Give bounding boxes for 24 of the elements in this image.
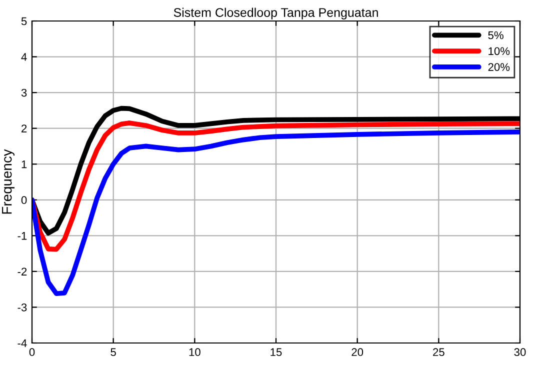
y-tick-label: -3 <box>18 303 27 312</box>
x-tick-label: 5 <box>110 348 116 356</box>
line-series <box>32 129 520 296</box>
x-tick-label: 10 <box>189 348 200 356</box>
y-axis-title: Frequency <box>2 149 14 214</box>
y-tick-label: -1 <box>18 232 27 240</box>
y-tick-label: 0 <box>21 196 27 204</box>
y-tick-label: 4 <box>21 53 27 61</box>
x-tick-label: 30 <box>514 348 526 356</box>
x-tick-label: 20 <box>352 348 364 356</box>
y-tick-label: 3 <box>21 88 27 97</box>
chart-title: Sistem Closedloop Tanpa Penguatan <box>174 8 378 20</box>
legend-label: 10% <box>488 47 510 56</box>
x-tick-label: 25 <box>433 348 444 356</box>
x-tick-label: 0 <box>29 348 35 356</box>
y-tick-label: 1 <box>22 160 27 168</box>
legend-label: 5% <box>488 31 504 40</box>
line-series <box>32 120 520 252</box>
legend-label: 20% <box>488 63 510 71</box>
y-tick-label: 5 <box>21 17 27 26</box>
y-tick-label: 2 <box>22 124 27 132</box>
y-tick-label: -4 <box>18 339 27 348</box>
x-tick-label: 15 <box>270 348 282 356</box>
y-tick-label: -2 <box>18 268 27 276</box>
